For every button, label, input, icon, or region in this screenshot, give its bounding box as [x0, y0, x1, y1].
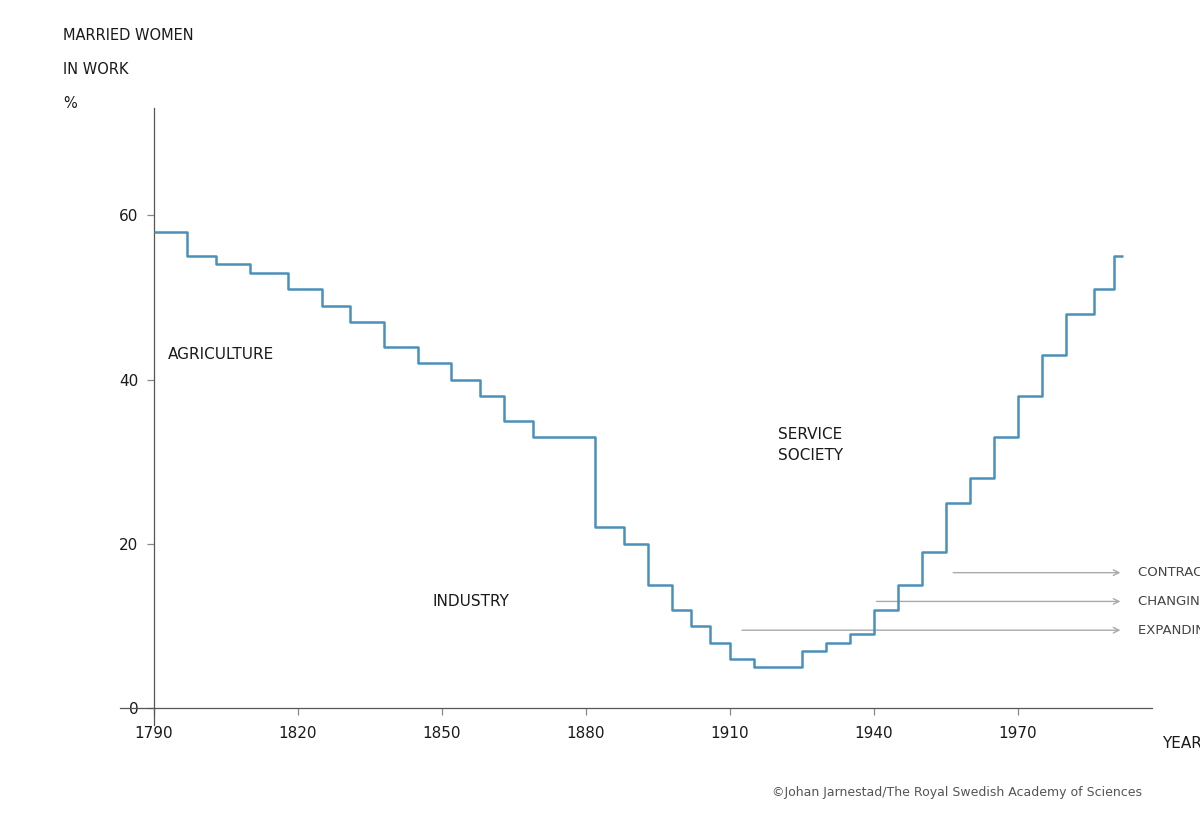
Text: YEAR: YEAR — [1163, 736, 1200, 751]
Text: SERVICE
SOCIETY: SERVICE SOCIETY — [778, 427, 842, 463]
Text: INDUSTRY: INDUSTRY — [432, 594, 509, 609]
Text: ©Johan Jarnestad/The Royal Swedish Academy of Sciences: ©Johan Jarnestad/The Royal Swedish Acade… — [772, 786, 1141, 800]
Text: EXPANDING EDUCATION: EXPANDING EDUCATION — [1138, 624, 1200, 636]
Text: CHANGING EXPECTATIONS: CHANGING EXPECTATIONS — [1138, 595, 1200, 608]
Text: CONTRACEPTIVE PILL: CONTRACEPTIVE PILL — [1138, 566, 1200, 579]
Text: AGRICULTURE: AGRICULTURE — [168, 347, 275, 362]
Text: %: % — [64, 96, 77, 111]
Text: IN WORK: IN WORK — [64, 62, 128, 77]
Text: MARRIED WOMEN: MARRIED WOMEN — [64, 28, 194, 43]
